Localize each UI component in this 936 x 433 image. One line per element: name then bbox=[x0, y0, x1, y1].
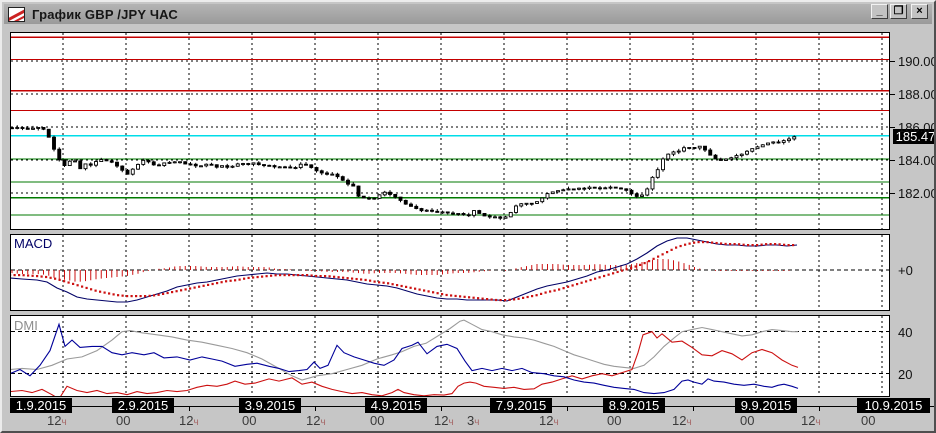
minimize-button[interactable]: _ bbox=[871, 4, 888, 19]
macd-canvas[interactable] bbox=[11, 235, 889, 310]
price-scale-label: 182.00 bbox=[898, 185, 936, 201]
time-axis-line bbox=[10, 406, 934, 407]
dmi-panel[interactable] bbox=[10, 315, 890, 397]
maximize-button[interactable]: ❐ bbox=[890, 4, 907, 19]
price-scale-tick bbox=[890, 159, 895, 161]
time-label: 00 bbox=[370, 413, 385, 428]
macd-zero-label: +0 bbox=[898, 263, 913, 278]
time-label: 00 bbox=[607, 413, 622, 428]
time-label: 12ч bbox=[539, 413, 559, 428]
price-scale-label: 190.00 bbox=[898, 54, 936, 70]
price-chart-panel[interactable] bbox=[10, 32, 890, 230]
macd-panel[interactable] bbox=[10, 234, 890, 311]
title-bar[interactable]: График GBP /JPY ЧАС bbox=[4, 4, 932, 24]
time-label: 00 bbox=[861, 413, 876, 428]
price-scale-tick bbox=[890, 61, 895, 63]
axis-tick bbox=[567, 406, 568, 411]
time-label: 12ч bbox=[306, 413, 326, 428]
price-scale-label: 186.00 bbox=[898, 120, 936, 135]
close-button[interactable]: × bbox=[911, 4, 928, 19]
price-scale-label: 184.00 bbox=[898, 152, 936, 168]
axis-tick bbox=[819, 406, 820, 411]
time-label: 12ч bbox=[801, 413, 821, 428]
date-box: 1.9.2015 bbox=[10, 398, 72, 413]
time-label: 12ч bbox=[672, 413, 692, 428]
date-box: 8.9.2015 bbox=[603, 398, 665, 413]
dmi-label: DMI bbox=[14, 318, 38, 333]
time-label: 12ч bbox=[47, 413, 67, 428]
current-price-badge: 185.47 bbox=[893, 129, 934, 144]
date-box: 10.9.2015 bbox=[857, 398, 930, 413]
axis-tick bbox=[693, 406, 694, 411]
time-label: 12ч bbox=[179, 413, 199, 428]
time-label: 00 bbox=[116, 413, 131, 428]
price-scale-tick bbox=[890, 192, 895, 194]
dmi-canvas[interactable] bbox=[11, 316, 889, 396]
price-scale-tick bbox=[890, 94, 895, 96]
date-box: 3.9.2015 bbox=[239, 398, 301, 413]
price-chart-canvas[interactable] bbox=[11, 33, 889, 229]
time-label: 00 bbox=[740, 413, 755, 428]
axis-tick bbox=[315, 406, 316, 411]
time-label: 00 bbox=[242, 413, 257, 428]
price-scale-label: 188.00 bbox=[898, 87, 936, 103]
date-box: 4.9.2015 bbox=[365, 398, 427, 413]
time-label: 12ч bbox=[434, 413, 454, 428]
dmi-scale-label: 20 bbox=[898, 366, 913, 382]
date-box: 2.9.2015 bbox=[112, 398, 174, 413]
date-box: 9.9.2015 bbox=[735, 398, 797, 413]
price-scale-tick bbox=[890, 127, 895, 128]
dmi-scale-label: 40 bbox=[898, 324, 913, 340]
window-title: График GBP /JPY ЧАС bbox=[32, 6, 179, 22]
chart-app-icon bbox=[8, 6, 25, 22]
macd-label: MACD bbox=[14, 236, 53, 251]
axis-tick bbox=[189, 406, 190, 411]
date-box: 7.9.2015 bbox=[490, 398, 552, 413]
axis-tick bbox=[441, 406, 442, 411]
time-label: 3ч bbox=[467, 413, 480, 428]
